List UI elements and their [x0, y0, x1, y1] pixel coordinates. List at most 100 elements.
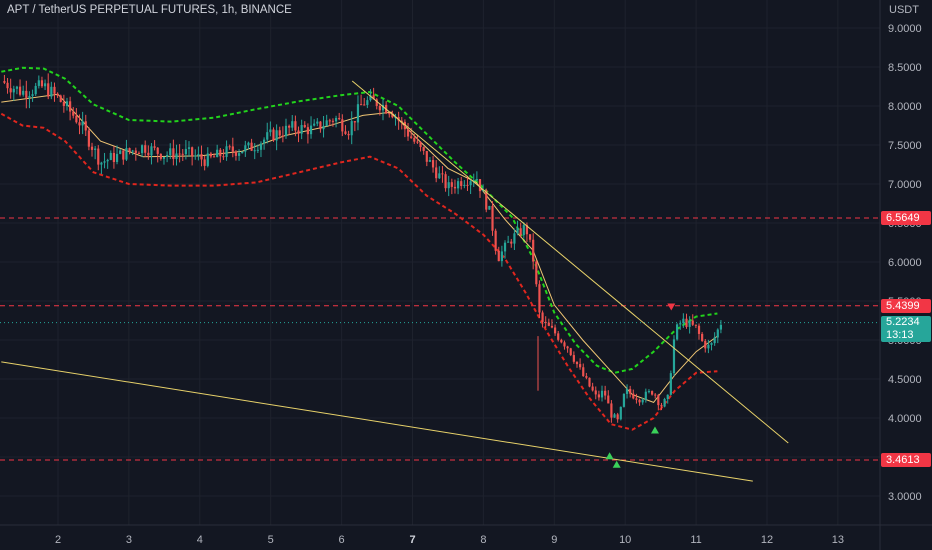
candle-body [103, 161, 106, 163]
candle-body [372, 95, 375, 100]
candle-body [328, 120, 331, 122]
candle-body [485, 190, 488, 210]
candle-body [507, 241, 510, 243]
candle-body [156, 147, 159, 154]
horizontal-levels [0, 217, 880, 461]
candle-body [119, 150, 122, 154]
candle-body [516, 228, 519, 234]
candle-body [410, 136, 413, 138]
candle-body [225, 146, 228, 158]
candle-body [81, 121, 84, 126]
chart-grid [0, 0, 880, 525]
candle-body [513, 233, 516, 244]
candle-body [560, 339, 563, 343]
candle-body [663, 399, 666, 407]
candle-body [197, 154, 200, 156]
candle-body [660, 405, 663, 407]
candle-body [253, 150, 256, 152]
candle-body [134, 150, 137, 153]
candle-body [316, 121, 319, 124]
candle-body [688, 320, 691, 327]
candle-body [219, 149, 222, 157]
candle-body [237, 153, 241, 156]
price-tick-label: 7.0000 [888, 179, 922, 191]
candle-body [604, 390, 607, 396]
candle-body [685, 318, 688, 327]
candle-body [422, 147, 425, 151]
time-tick-label: 6 [339, 534, 345, 546]
time-tick-label: 10 [619, 534, 631, 546]
candle-body [263, 139, 266, 144]
candle-body [131, 150, 134, 152]
candle-body [444, 174, 447, 189]
candle-body [666, 394, 669, 400]
time-tick-label: 5 [268, 534, 274, 546]
candle-body [544, 321, 547, 323]
currency-label: USDT [889, 4, 919, 16]
candle-body [388, 113, 391, 115]
time-tick-label: 8 [480, 534, 486, 546]
buy-signal-marker [612, 460, 621, 468]
candle-body [682, 318, 685, 324]
trendlines [1, 80, 789, 482]
candle-body [541, 312, 544, 322]
price-tick-label: 4.5000 [888, 374, 922, 386]
bollinger-bands [0, 66, 718, 431]
candle-body [65, 101, 69, 106]
candle-body [475, 179, 478, 181]
candle-body [128, 148, 131, 152]
candle-body [31, 94, 34, 97]
candle-body [594, 390, 597, 395]
symbol-title[interactable]: APT / TetherUS PERPETUAL FUTURES, 1h, BI… [7, 4, 292, 16]
candle-body [187, 147, 191, 149]
candle-body [679, 323, 682, 325]
candle-body [100, 162, 103, 165]
candle-body [184, 148, 187, 155]
candle-body [284, 125, 288, 137]
candle-body [300, 125, 303, 134]
price-tick-label: 9.0000 [888, 23, 922, 35]
candle-body [309, 125, 313, 135]
candle-body [510, 241, 513, 244]
candle-body [291, 121, 294, 128]
candle-body [563, 342, 566, 347]
candle-body [15, 86, 19, 89]
price-tick-label: 8.5000 [888, 62, 922, 74]
candle-body [547, 322, 550, 326]
candle-body [231, 146, 234, 152]
candle-body [647, 391, 651, 393]
candle-body [350, 121, 353, 136]
candle-body [438, 173, 441, 179]
candle-body [40, 80, 44, 87]
trendline [351, 80, 789, 444]
candle-body [463, 184, 466, 186]
candle-body [550, 325, 554, 328]
last-price-value: 5.2234 [886, 315, 920, 328]
candle-body [522, 225, 525, 236]
time-tick-label: 12 [761, 534, 773, 546]
candle-body [331, 120, 335, 122]
buy-signal-marker [605, 452, 614, 460]
candle-body [528, 234, 532, 240]
candle-body [325, 120, 328, 126]
candle-body [557, 333, 560, 340]
candle-body [191, 147, 194, 157]
candle-body [3, 81, 6, 83]
candle-body [356, 104, 360, 123]
candle-body [713, 337, 716, 344]
time-tick-label: 13 [832, 534, 844, 546]
candle-body [460, 181, 463, 186]
candle-body [572, 355, 575, 362]
candle-body [18, 86, 22, 95]
candle-body [650, 391, 654, 395]
candle-body [144, 145, 147, 153]
level-tag-3-4613: 3.4613 [881, 453, 931, 468]
candle-body [431, 160, 435, 168]
candle-body [87, 130, 90, 147]
sell-signal-marker [667, 303, 676, 311]
candle-body [34, 85, 37, 95]
candle-body [353, 121, 356, 123]
candle-body [625, 388, 629, 394]
candle-body [359, 104, 363, 106]
